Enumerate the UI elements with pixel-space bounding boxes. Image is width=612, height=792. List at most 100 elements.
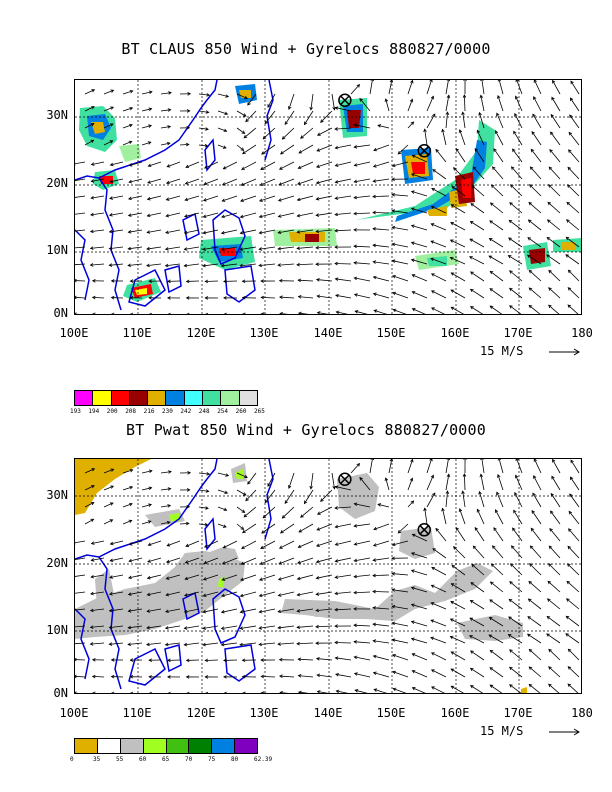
colorbar-tick-label: 208: [125, 408, 137, 415]
wind-vector-head: [334, 485, 339, 489]
wind-vector-head: [493, 148, 497, 152]
wind-vector-head: [185, 521, 190, 526]
wind-vector: [296, 263, 314, 266]
wind-vector: [278, 229, 295, 234]
wind-vector: [411, 225, 428, 231]
wind-vector-head: [334, 212, 339, 217]
wind-vector-head: [567, 683, 572, 688]
wind-vector: [75, 642, 86, 645]
wind-vector-head: [392, 275, 396, 279]
wind-vector-head: [334, 559, 339, 563]
wind-vector: [430, 637, 447, 644]
wind-vector-head: [264, 499, 269, 504]
wind-vector-head: [476, 129, 481, 134]
wind-vector-head: [280, 151, 284, 155]
wind-vector: [221, 263, 238, 267]
wind-vector-head: [89, 246, 94, 250]
wind-vector: [496, 113, 504, 129]
wind-vector-head: [458, 508, 463, 512]
wind-vector: [260, 540, 276, 549]
wind-vector-head: [223, 128, 228, 133]
wind-vector: [567, 563, 580, 576]
wind-vector-head: [223, 658, 227, 663]
wind-vector-head: [410, 121, 415, 126]
wind-vector-head: [410, 207, 415, 211]
panel2-map: [74, 458, 582, 694]
wind-vector: [426, 80, 432, 95]
panel1-lon-label-140e: 140E: [313, 326, 343, 340]
wind-vector: [278, 212, 295, 218]
wind-vector: [450, 601, 466, 610]
wind-vector-head: [527, 598, 532, 602]
wind-vector-head: [370, 80, 375, 82]
wind-vector: [184, 246, 200, 250]
wind-vector: [236, 127, 245, 134]
wind-vector-head: [432, 548, 437, 552]
wind-vector: [90, 263, 105, 266]
wind-vector: [335, 657, 352, 661]
wind-vector: [141, 141, 151, 146]
wind-vector: [240, 195, 257, 202]
wind-vector-head: [316, 673, 321, 678]
wind-vector-head: [221, 182, 226, 186]
wind-vector-head: [129, 279, 134, 283]
wind-vector-head: [489, 202, 494, 206]
wind-vector: [92, 297, 105, 299]
wind-vector-head: [261, 151, 265, 155]
wind-vector: [320, 110, 333, 123]
wind-vector: [373, 623, 390, 627]
wind-vector-head: [509, 666, 513, 671]
wind-vector-head: [91, 278, 96, 283]
wind-vector-head: [497, 459, 502, 461]
wind-vector: [407, 121, 414, 129]
wind-vector: [221, 625, 238, 629]
wind-vector: [282, 506, 295, 519]
wind-vector-head: [353, 293, 358, 297]
wind-vector: [445, 80, 449, 95]
wind-vector-head: [391, 556, 395, 561]
colorbar-swatch: [189, 739, 213, 753]
colorbar-swatch: [148, 391, 167, 405]
wind-vector: [509, 305, 522, 314]
wind-vector: [435, 528, 447, 542]
wind-vector: [316, 178, 333, 184]
wind-vector-head: [565, 219, 570, 223]
wind-vector-head: [353, 640, 357, 644]
wind-vector-head: [297, 295, 302, 299]
wind-vector-head: [431, 307, 435, 311]
wind-vector: [259, 625, 276, 629]
wind-vector: [431, 669, 447, 678]
wind-vector: [203, 591, 219, 597]
wind-vector: [513, 510, 523, 525]
wind-vector-head: [449, 239, 454, 243]
wind-vector-head: [186, 691, 190, 693]
wind-vector: [412, 291, 428, 299]
wind-vector-head: [397, 529, 402, 534]
wind-vector: [300, 506, 314, 518]
wind-vector: [122, 141, 132, 146]
wind-vector-head: [108, 213, 113, 217]
wind-vector-head: [75, 295, 77, 300]
wind-vector: [320, 489, 333, 502]
wind-vector-head: [206, 472, 211, 476]
wind-vector: [426, 492, 436, 508]
panel2-lon-label-110e: 110E: [122, 706, 152, 720]
wind-vector-head: [391, 542, 396, 547]
wind-vector: [570, 97, 580, 112]
wind-vector: [480, 474, 485, 491]
wind-vector-head: [109, 541, 114, 546]
wind-vector: [451, 272, 466, 282]
wind-vector-head: [389, 459, 394, 462]
wind-vector: [411, 570, 428, 576]
wind-vector-head: [450, 306, 455, 310]
panel1-lon-label-170e: 170E: [503, 326, 533, 340]
wind-vector: [532, 493, 542, 508]
wind-vector-head: [549, 527, 553, 532]
wind-vector: [141, 487, 152, 491]
wind-vector-head: [546, 236, 551, 241]
wind-vector: [205, 693, 218, 694]
panel1-cloud-shading: [79, 84, 581, 302]
wind-vector: [146, 642, 162, 646]
wind-vector: [548, 563, 561, 576]
wind-vector: [298, 161, 314, 169]
